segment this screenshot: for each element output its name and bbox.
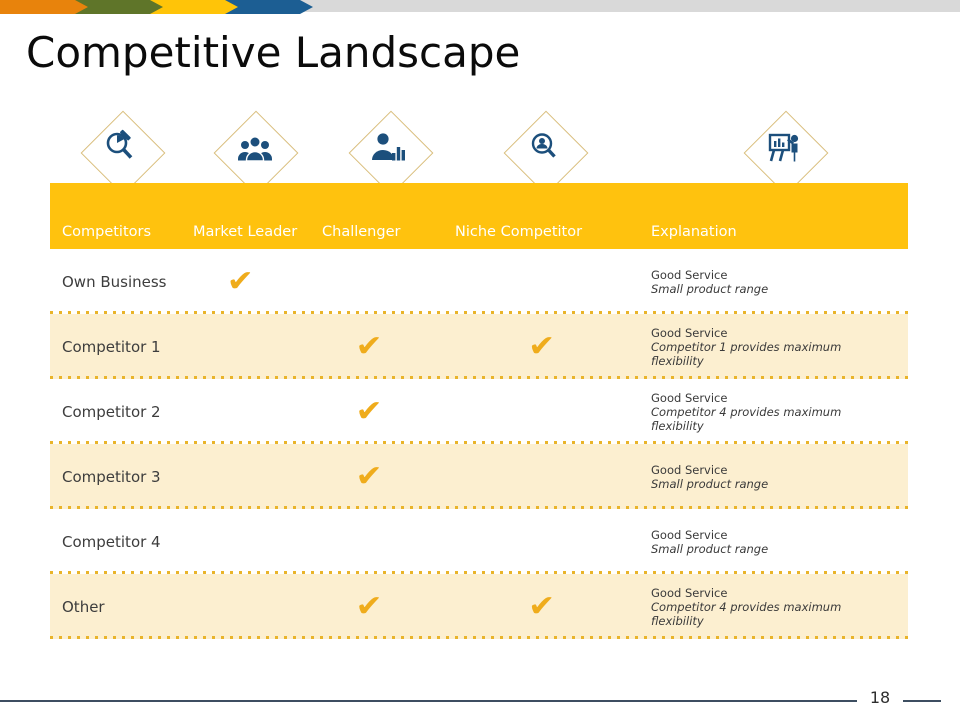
competitor-name: Competitor 4 [62,532,161,551]
market-leader-check: ✔ [226,263,254,299]
explanation-line2: Small product range [651,476,769,491]
person-search-icon [523,128,567,172]
page-number: 18 [869,688,891,707]
table-row: Own Business ✔ Good Service Small product r… [50,249,908,314]
competitor-name: Competitor 3 [62,467,161,486]
explanation-line2: Small product range [651,281,769,296]
competitor-name: Other [62,597,105,616]
explanation-cell: Good Service Competitor 4 provides maximu… [651,391,873,433]
table-body: Own Business ✔ Good Service Small product r… [50,249,908,639]
footer-line-left [0,700,857,702]
challenger-check: ✔ [355,393,383,429]
table-header: Competitors Market Leader Challenger Nic… [50,183,908,249]
gray-tail-bar [300,0,960,12]
person-bar-chart-icon [368,128,412,172]
table-row: Competitor 4 Good Service Small product ra… [50,509,908,574]
explanation-line2: Small product range [651,541,769,556]
page-title: Competitive Landscape [26,28,521,77]
top-decoration-bar [0,0,960,14]
competitive-landscape-table: Competitors Market Leader Challenger Nic… [50,183,908,639]
explanation-line1: Good Service [651,527,728,542]
challenger-check: ✔ [355,328,383,364]
niche-competitor-check: ✔ [528,588,556,624]
chevron-green [75,0,163,14]
column-header-challenger: Challenger [322,224,401,240]
explanation-line2: Competitor 4 provides maximum flexibilit… [651,599,842,628]
column-header-market-leader: Market Leader [193,224,298,240]
explanation-cell: Good Service Small product range [651,463,873,491]
explanation-line2: Competitor 4 provides maximum flexibilit… [651,404,842,433]
competitor-name: Competitor 1 [62,337,161,356]
explanation-line2: Competitor 1 provides maximum flexibilit… [651,339,842,368]
explanation-cell: Good Service Competitor 1 provides maximu… [651,326,873,368]
chevron-blue [225,0,313,14]
explanation-line1: Good Service [651,390,728,405]
table-row: Other ✔ ✔ Good Service Competitor 4 provides… [50,574,908,639]
competitor-name: Own Business [62,272,167,291]
challenger-check: ✔ [355,588,383,624]
column-header-explanation: Explanation [651,224,737,240]
challenger-check: ✔ [355,458,383,494]
explanation-line1: Good Service [651,462,728,477]
pie-chart-magnifier-icon [100,128,144,172]
explanation-cell: Good Service Competitor 4 provides maximu… [651,586,873,628]
table-row: Competitor 2 ✔ Good Service Competitor 4 pr… [50,379,908,444]
explanation-line1: Good Service [651,267,728,282]
explanation-cell: Good Service Small product range [651,268,873,296]
niche-competitor-check: ✔ [528,328,556,364]
table-row: Competitor 3 ✔ Good Service Small product r… [50,444,908,509]
presentation-board-icon [763,128,807,172]
table-row: Competitor 1 ✔ ✔ Good Service Competitor 1 p… [50,314,908,379]
column-header-competitors: Competitors [62,224,152,240]
chevron-orange [0,0,88,14]
explanation-cell: Good Service Small product range [651,528,873,556]
chevron-yellow [150,0,238,14]
explanation-line1: Good Service [651,325,728,340]
column-header-niche-competitor: Niche Competitor [455,224,583,240]
team-icon [233,128,277,172]
explanation-line1: Good Service [651,585,728,600]
footer-line-right [903,700,941,702]
competitor-name: Competitor 2 [62,402,161,421]
